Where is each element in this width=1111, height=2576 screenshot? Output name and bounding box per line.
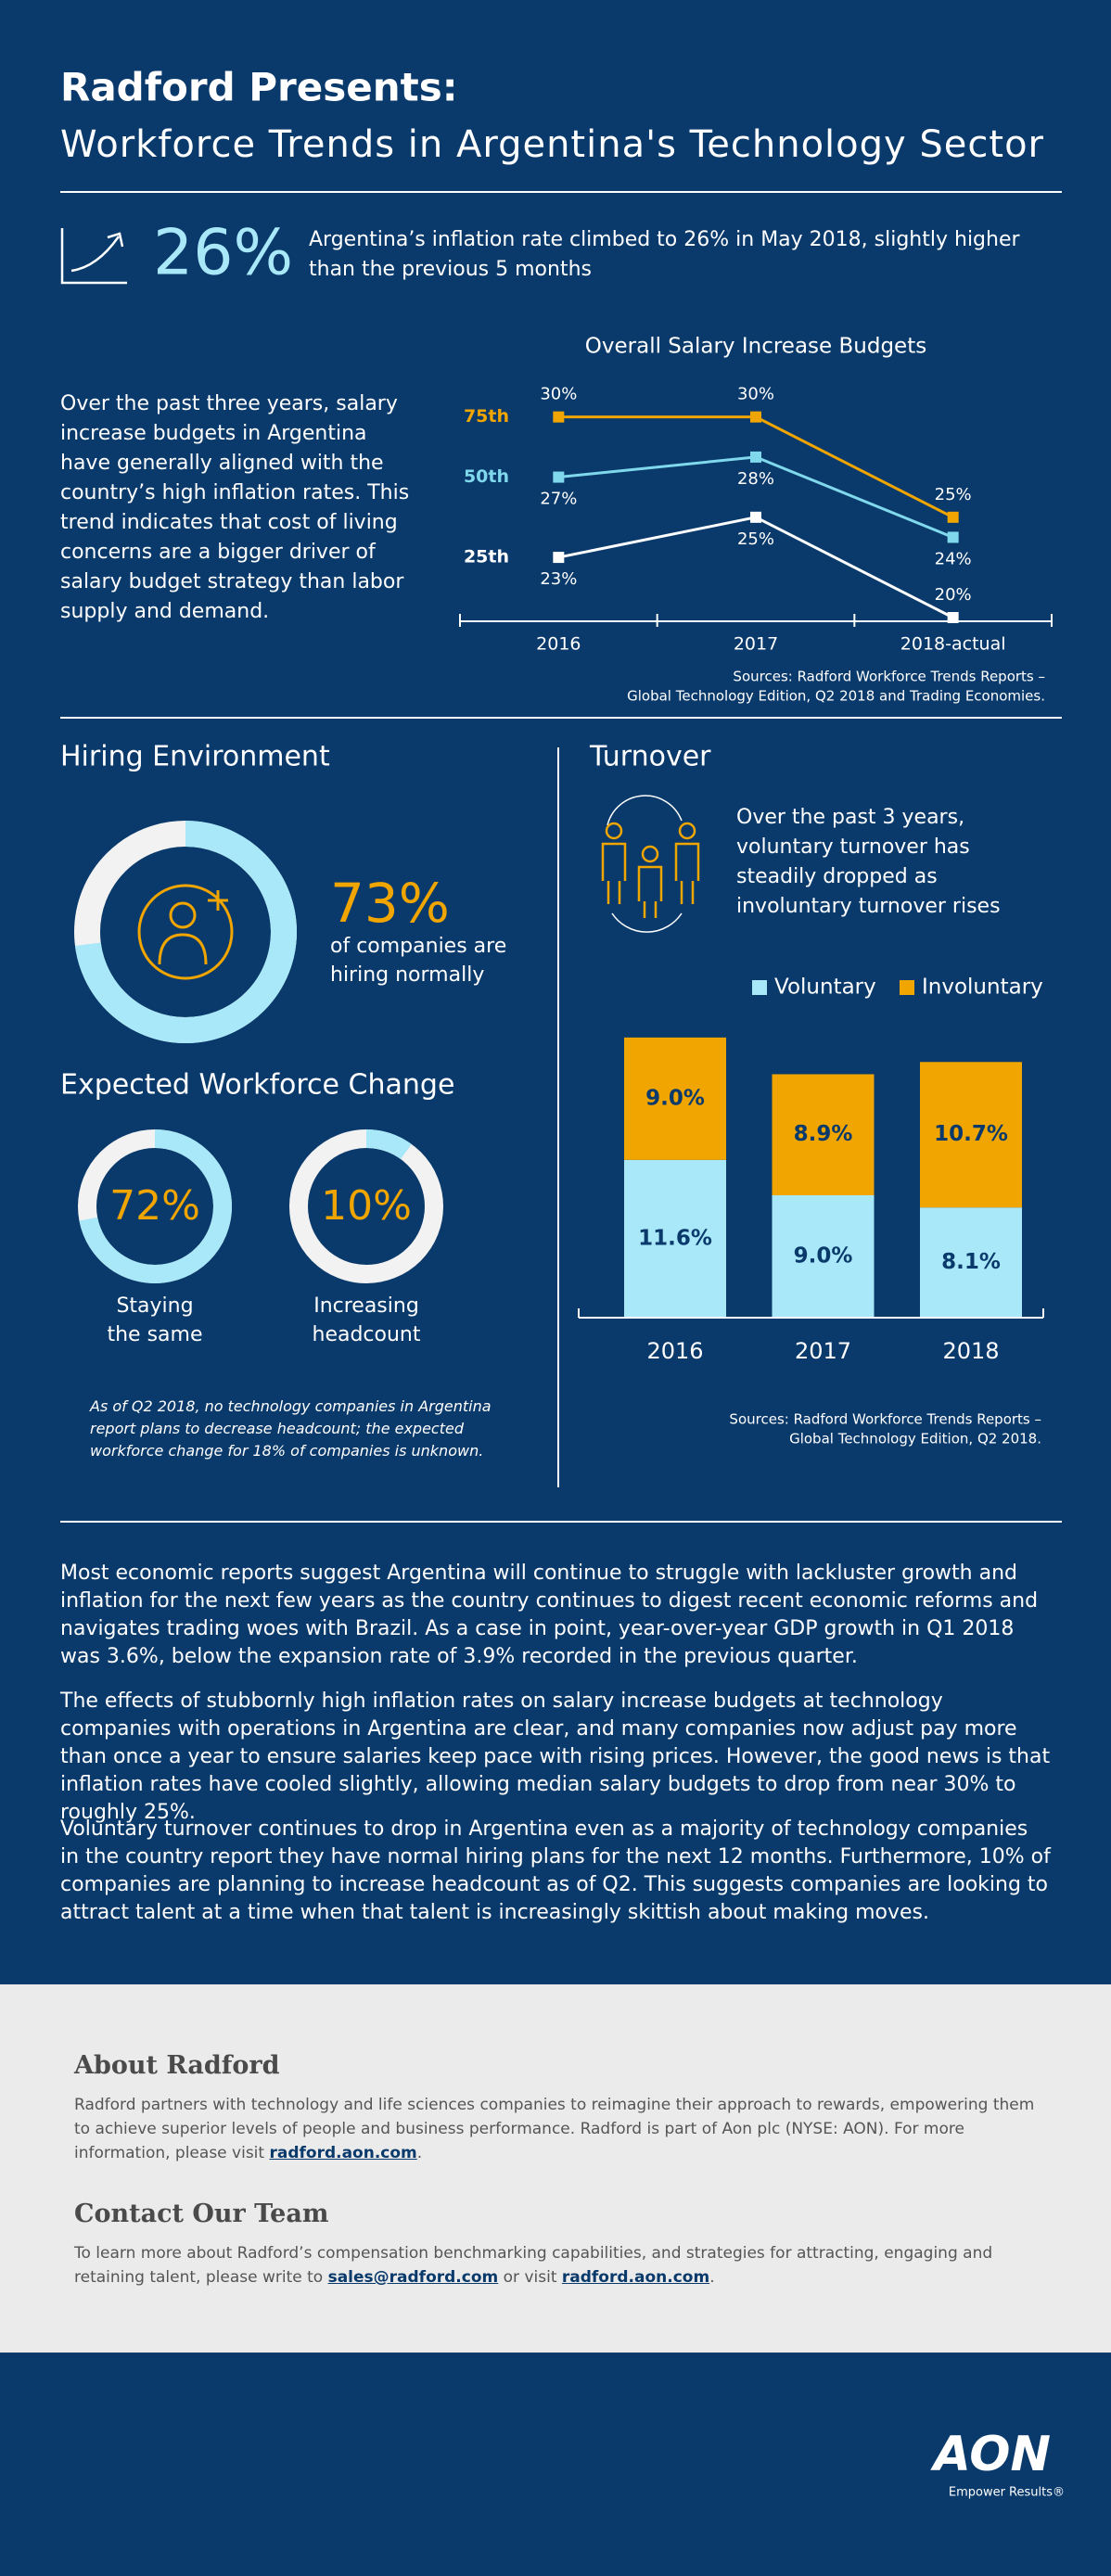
bar-segment bbox=[772, 1195, 875, 1318]
point bbox=[750, 451, 761, 463]
bar-segment bbox=[920, 1062, 1022, 1208]
hire-icon bbox=[137, 884, 234, 980]
sources: Sources: Radford Workforce Trends Report… bbox=[733, 669, 1045, 685]
tagline: Empower Results® bbox=[949, 2486, 1065, 2500]
x-tick-label: 2018-actual bbox=[900, 634, 1006, 655]
donut-arc bbox=[365, 1129, 412, 1160]
point bbox=[553, 411, 565, 423]
point bbox=[947, 511, 959, 523]
value-label: 9.0% bbox=[645, 1086, 705, 1110]
paragraph: Most economic reports suggest Argentina … bbox=[60, 1562, 1039, 1668]
donut-value: 73% bbox=[330, 872, 450, 935]
link[interactable]: radford.aon.com bbox=[269, 2144, 417, 2162]
salary-text: Over the past three years, salary increa… bbox=[60, 392, 410, 623]
about: About Radford Radford partners with tech… bbox=[74, 2051, 1039, 2165]
donut-arc bbox=[79, 1129, 232, 1283]
donut-caption: headcount bbox=[313, 1323, 421, 1346]
point bbox=[947, 612, 959, 623]
value-label: 25% bbox=[737, 529, 774, 549]
donut-arc bbox=[74, 821, 297, 1043]
bar-segment bbox=[772, 1074, 875, 1195]
donut-caption: the same bbox=[107, 1323, 202, 1346]
x-tick-label: 2018 bbox=[942, 1338, 999, 1364]
donut-caption: Increasing bbox=[313, 1294, 419, 1318]
series-label: 75th bbox=[464, 406, 509, 427]
inflation-value: 26% bbox=[153, 217, 293, 290]
about-heading: About Radford bbox=[74, 2051, 280, 2080]
point bbox=[750, 511, 761, 523]
series-line bbox=[558, 415, 954, 519]
donut-caption: of companies are bbox=[330, 935, 506, 958]
about-text: Radford partners with technology and lif… bbox=[74, 2093, 1039, 2165]
legend-label: Involuntary bbox=[922, 976, 1043, 1000]
point bbox=[947, 531, 959, 543]
series-label: 25th bbox=[464, 547, 509, 567]
text: To learn more about Radford’s compensati… bbox=[74, 2244, 993, 2287]
x-tick-label: 2017 bbox=[734, 634, 778, 655]
turnover-text: Over the past 3 years, voluntary turnove… bbox=[736, 806, 1001, 918]
donut-value: 72% bbox=[109, 1182, 200, 1230]
paragraph: Voluntary turnover continues to drop in … bbox=[60, 1817, 1051, 1924]
point bbox=[553, 471, 565, 483]
legend-label: Voluntary bbox=[774, 976, 876, 1000]
text: Radford partners with technology and lif… bbox=[74, 2096, 1035, 2162]
bar-segment bbox=[920, 1207, 1022, 1318]
text: . bbox=[416, 2144, 423, 2162]
value-label: 9.0% bbox=[794, 1244, 853, 1269]
logo: AON bbox=[930, 2427, 1051, 2482]
people-icon bbox=[601, 795, 700, 933]
value-label: 25% bbox=[935, 485, 972, 504]
donut-value: 10% bbox=[321, 1182, 412, 1230]
email-link[interactable]: sales@radford.com bbox=[327, 2268, 499, 2287]
section-heading: Hiring Environment bbox=[60, 741, 330, 773]
value-label: 23% bbox=[540, 569, 577, 589]
value-label: 30% bbox=[737, 385, 774, 404]
value-label: 28% bbox=[737, 469, 774, 489]
value-label: 30% bbox=[540, 385, 577, 404]
contact-text: To learn more about Radford’s compensati… bbox=[74, 2241, 1039, 2289]
subtitle: Workforce Trends in Argentina's Technolo… bbox=[60, 123, 1044, 166]
chart-title: Overall Salary Increase Budgets bbox=[585, 335, 926, 359]
point bbox=[750, 411, 761, 423]
value-label: 11.6% bbox=[638, 1226, 712, 1250]
value-label: 8.9% bbox=[794, 1122, 853, 1146]
title: Radford Presents: bbox=[60, 65, 458, 110]
text: . bbox=[709, 2268, 715, 2287]
workforce-note: As of Q2 2018, no technology companies i… bbox=[90, 1397, 492, 1460]
x-tick-label: 2017 bbox=[795, 1338, 851, 1364]
inflation-text: Argentina’s inflation rate climbed to 26… bbox=[309, 228, 1020, 281]
legend-swatch bbox=[752, 980, 767, 995]
donut-caption: hiring normally bbox=[330, 963, 484, 987]
link[interactable]: radford.aon.com bbox=[561, 2268, 710, 2287]
contact: Contact Our Team To learn more about Rad… bbox=[74, 2200, 1039, 2289]
value-label: 24% bbox=[935, 549, 972, 568]
bar-segment bbox=[624, 1037, 726, 1160]
value-label: 8.1% bbox=[941, 1250, 1001, 1274]
bar-segment bbox=[624, 1159, 726, 1318]
trend-icon bbox=[60, 228, 127, 285]
text: or visit bbox=[503, 2268, 557, 2287]
x-tick-label: 2016 bbox=[646, 1338, 703, 1364]
value-label: 27% bbox=[540, 490, 577, 509]
donut-caption: Staying bbox=[116, 1294, 193, 1318]
about-panel: About Radford Radford partners with tech… bbox=[0, 1984, 1111, 2353]
sources: Global Technology Edition, Q2 2018. bbox=[789, 1431, 1041, 1447]
paragraph: The effects of stubbornly high inflation… bbox=[60, 1690, 1051, 1824]
point bbox=[553, 552, 565, 564]
legend-swatch bbox=[900, 980, 914, 995]
sources: Global Technology Edition, Q2 2018 and T… bbox=[627, 688, 1045, 705]
value-label: 10.7% bbox=[934, 1122, 1008, 1146]
value-label: 20% bbox=[935, 585, 972, 605]
section-heading: Turnover bbox=[589, 741, 711, 773]
contact-heading: Contact Our Team bbox=[74, 2200, 329, 2228]
section-heading: Expected Workforce Change bbox=[60, 1069, 454, 1102]
series-label: 50th bbox=[464, 466, 509, 487]
x-tick-label: 2016 bbox=[536, 634, 581, 655]
sources: Sources: Radford Workforce Trends Report… bbox=[729, 1411, 1041, 1428]
